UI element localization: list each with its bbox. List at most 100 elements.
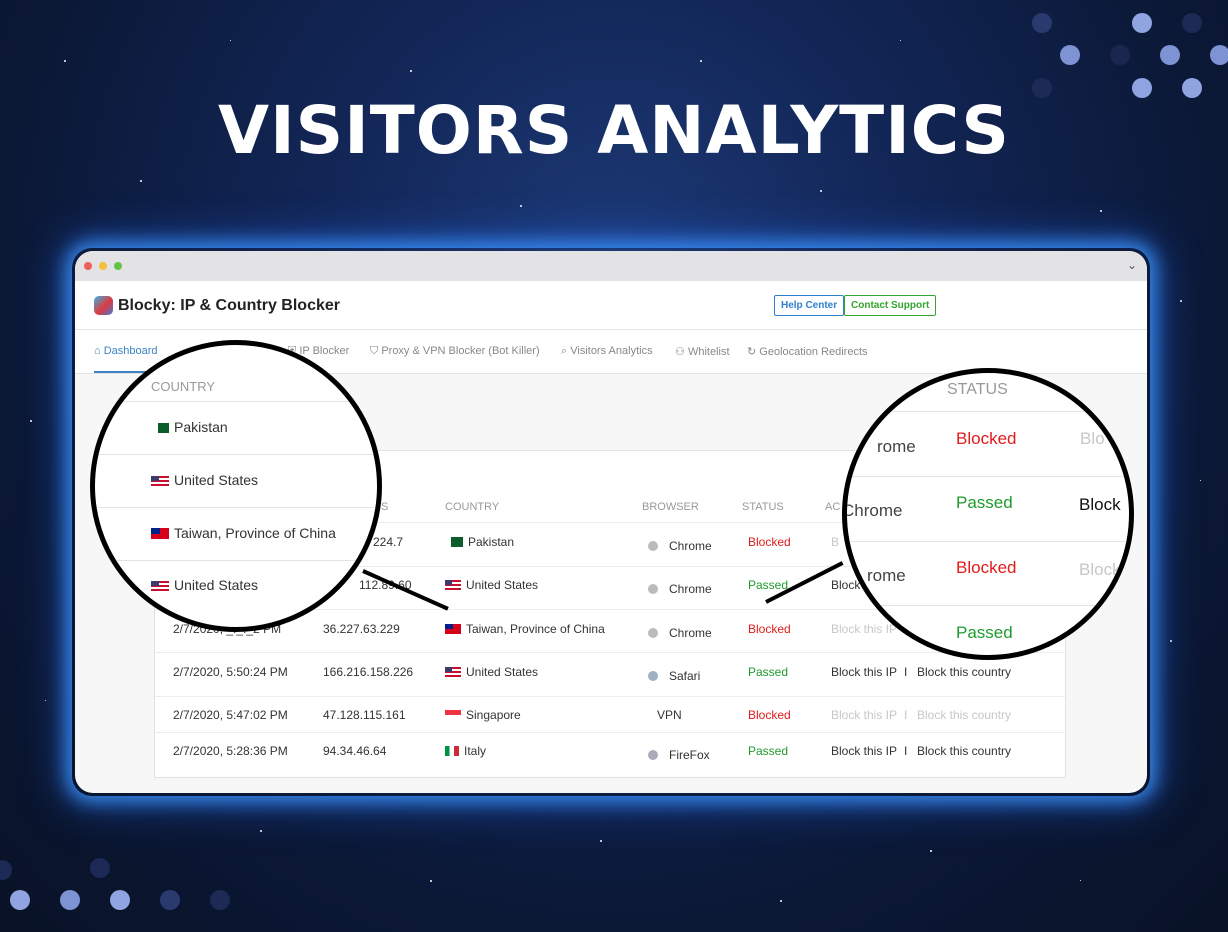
tab-geolocation-redirects[interactable]: ↻ Geolocation Redirects: [747, 345, 868, 358]
refresh-icon: ↻: [747, 346, 757, 358]
divider: [847, 541, 1129, 542]
firefox-icon: [648, 750, 658, 760]
home-icon: ⌂: [94, 345, 101, 357]
cell-status: Blocked: [748, 535, 791, 549]
cell-browser: Chrome: [648, 539, 712, 553]
block-ip-link[interactable]: Block: [831, 578, 861, 592]
cell-country: United States: [445, 665, 538, 679]
country-name: Taiwan, Province of China: [466, 622, 605, 636]
country-name: United States: [466, 578, 539, 592]
chevron-down-icon[interactable]: ⌄: [1126, 258, 1137, 272]
country-name: Pakistan: [468, 535, 515, 549]
cell-browser: Chrome: [648, 582, 712, 596]
browser-name: Chrome: [669, 626, 712, 640]
divider: [155, 566, 1065, 567]
zoom-action[interactable]: Block: [1079, 560, 1121, 579]
country-name: United States: [174, 577, 259, 593]
header-status: STATUS: [742, 501, 784, 513]
block-ip-link[interactable]: B: [831, 535, 840, 549]
cell-country: Singapore: [445, 708, 521, 722]
minimize-dot-icon[interactable]: [99, 262, 107, 270]
cell-date: 2/7/2020, 5:28:36 PM: [173, 744, 288, 758]
cell-country: Pakistan: [447, 535, 514, 549]
header-actions: AC: [825, 501, 841, 513]
zoom-status: Passed: [956, 493, 1013, 512]
flag-pakistan-icon: [447, 537, 463, 547]
block-country-link[interactable]: Block this country: [917, 665, 1012, 679]
action-separator: I: [904, 744, 908, 758]
zoom-status: Passed: [956, 623, 1013, 642]
chrome-icon: [648, 628, 658, 638]
tab-proxy-vpn-blocker[interactable]: ⛉ Proxy & VPN Blocker (Bot Killer): [370, 345, 540, 358]
cell-country: Taiwan, Province of China: [445, 622, 605, 636]
cell-status: Passed: [748, 578, 789, 592]
browser-name: Safari: [669, 669, 701, 683]
maximize-dot-icon[interactable]: [114, 262, 122, 270]
browser-name: FireFox: [669, 748, 710, 762]
divider: [95, 560, 377, 561]
block-ip-link[interactable]: Block this IP: [831, 665, 898, 679]
cell-browser: VPN: [657, 708, 682, 722]
flag-taiwan-icon: [151, 528, 169, 539]
tab-label: Dashboard: [103, 345, 158, 357]
country-name: United States: [174, 472, 259, 488]
hero-title: VISITORS ANALYTICS: [218, 92, 1010, 169]
cell-browser: Safari: [648, 669, 700, 683]
divider: [155, 732, 1065, 733]
cell-status: Blocked: [748, 708, 791, 722]
header-ip: S: [381, 501, 389, 513]
browser-name: Chrome: [669, 539, 712, 553]
contact-support-button[interactable]: Contact Support: [844, 295, 937, 316]
block-ip-link[interactable]: Block this IP: [831, 708, 898, 722]
zoom-browser: rome: [867, 566, 906, 585]
zoom-action[interactable]: Block: [1079, 495, 1121, 514]
zoom-country-item: United States: [151, 472, 258, 488]
window-titlebar: ⌄: [75, 251, 1147, 281]
tab-whitelist[interactable]: ⚇ Whitelist: [675, 345, 730, 358]
zoom-country-header: COUNTRY: [151, 379, 216, 394]
divider: [847, 411, 1129, 412]
block-country-link[interactable]: Block this country: [917, 708, 1012, 722]
country-name: United States: [466, 665, 539, 679]
cell-ip: 47.128.115.161: [323, 708, 406, 722]
tab-dashboard[interactable]: ⌂ Dashboard: [94, 345, 158, 357]
country-name: Taiwan, Province of China: [174, 525, 336, 541]
cell-country: United States: [445, 578, 538, 592]
divider: [847, 605, 1129, 606]
zoom-status-header: STATUS: [947, 381, 1008, 398]
flag-italy-icon: [445, 746, 459, 756]
zoom-country-item: United States: [151, 577, 258, 593]
divider: [155, 696, 1065, 697]
block-ip-link[interactable]: Block this IP: [831, 622, 898, 636]
cell-country: Italy: [445, 744, 486, 758]
block-country-link[interactable]: Block this country: [917, 744, 1012, 758]
close-dot-icon[interactable]: [84, 262, 92, 270]
zoom-action[interactable]: Blo: [1080, 429, 1105, 448]
flag-singapore-icon: [445, 710, 461, 720]
action-separator: I: [904, 708, 908, 722]
flag-us-icon: [151, 476, 169, 486]
flag-taiwan-icon: [445, 624, 461, 634]
divider: [847, 476, 1129, 477]
cell-status: Passed: [748, 744, 789, 758]
zoom-country-item: Taiwan, Province of China: [151, 525, 336, 541]
cell-status: Passed: [748, 665, 789, 679]
action-separator: I: [904, 665, 908, 679]
cell-status: Blocked: [748, 622, 791, 636]
divider: [95, 507, 377, 508]
zoom-country-item: Pakistan: [155, 419, 228, 435]
divider: [95, 401, 377, 402]
search-icon: ⌕: [561, 345, 568, 357]
app-header: Blocky: IP & Country Blocker Help Center…: [75, 281, 1147, 330]
tab-label: IP Blocker: [299, 345, 350, 357]
cell-browser: Chrome: [648, 626, 712, 640]
zoom-status: Blocked: [956, 558, 1017, 577]
flag-us-icon: [151, 581, 169, 591]
help-center-button[interactable]: Help Center: [774, 295, 845, 316]
divider: [95, 454, 377, 455]
tab-label: Visitors Analytics: [570, 345, 653, 357]
header-country: COUNTRY: [445, 501, 500, 513]
header-browser: BROWSER: [642, 501, 699, 513]
tab-visitors-analytics[interactable]: ⌕ Visitors Analytics: [561, 345, 653, 358]
block-ip-link[interactable]: Block this IP: [831, 744, 898, 758]
